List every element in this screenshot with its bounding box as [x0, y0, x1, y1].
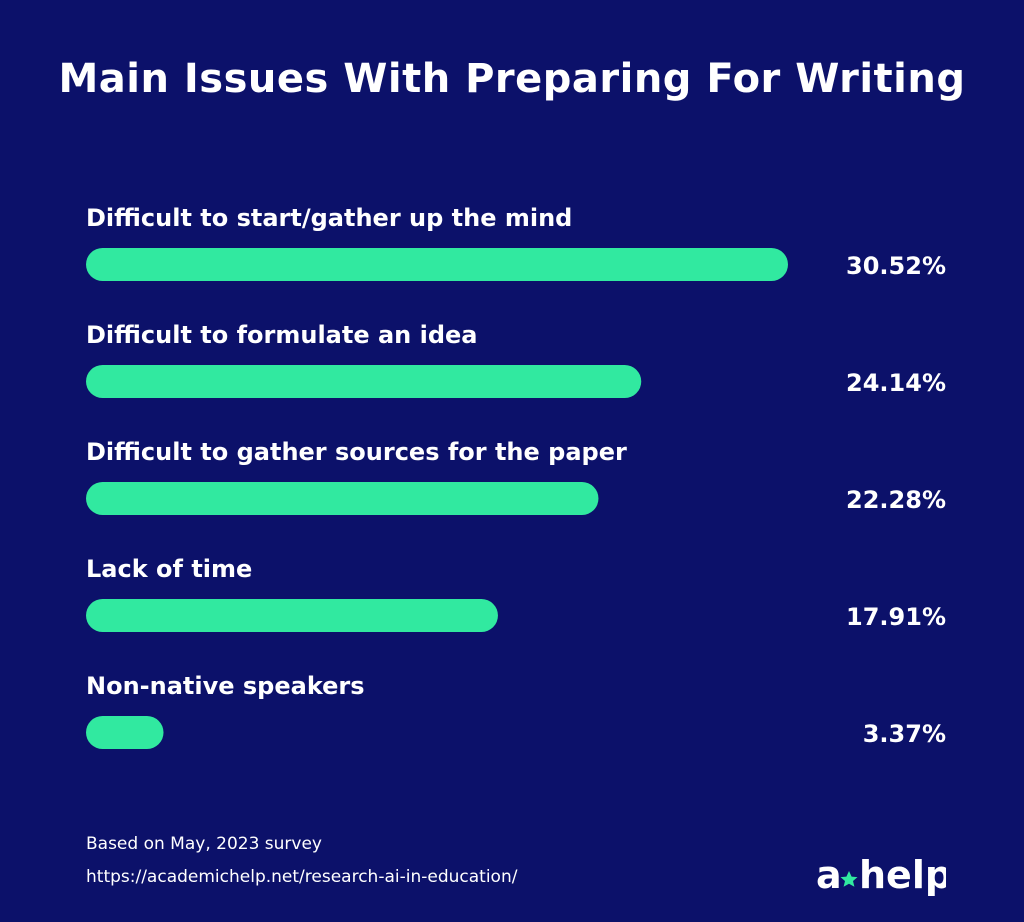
bar [86, 482, 599, 515]
bar [86, 248, 788, 281]
chart-title: Main Issues With Preparing For Writing [58, 56, 966, 102]
bar-category-label: Difficult to formulate an idea [86, 321, 478, 349]
logo-text-left: a [816, 853, 842, 897]
bar-value-label: 24.14% [846, 369, 946, 397]
bar-category-label: Difficult to gather sources for the pape… [86, 438, 627, 466]
bar-value-label: 3.37% [863, 720, 946, 748]
logo-text-right: help [859, 853, 946, 897]
bar-value-label: 30.52% [846, 252, 946, 280]
bar [86, 365, 642, 398]
bar-category-label: Non-native speakers [86, 672, 365, 700]
bar-value-label: 17.91% [846, 603, 946, 631]
bar-chart: Difficult to start/gather up the mind 30.… [86, 204, 946, 749]
bar-category-label: Lack of time [86, 555, 252, 583]
star-icon [840, 871, 858, 887]
bar-value-label: 22.28% [846, 486, 946, 514]
ahelp-logo: a help [816, 853, 946, 897]
bar-category-label: Difficult to start/gather up the mind [86, 204, 572, 232]
source-url: https://academichelp.net/research-ai-in-… [86, 867, 518, 887]
bar [86, 599, 498, 632]
bar [86, 716, 164, 749]
survey-note: Based on May, 2023 survey [86, 834, 322, 854]
